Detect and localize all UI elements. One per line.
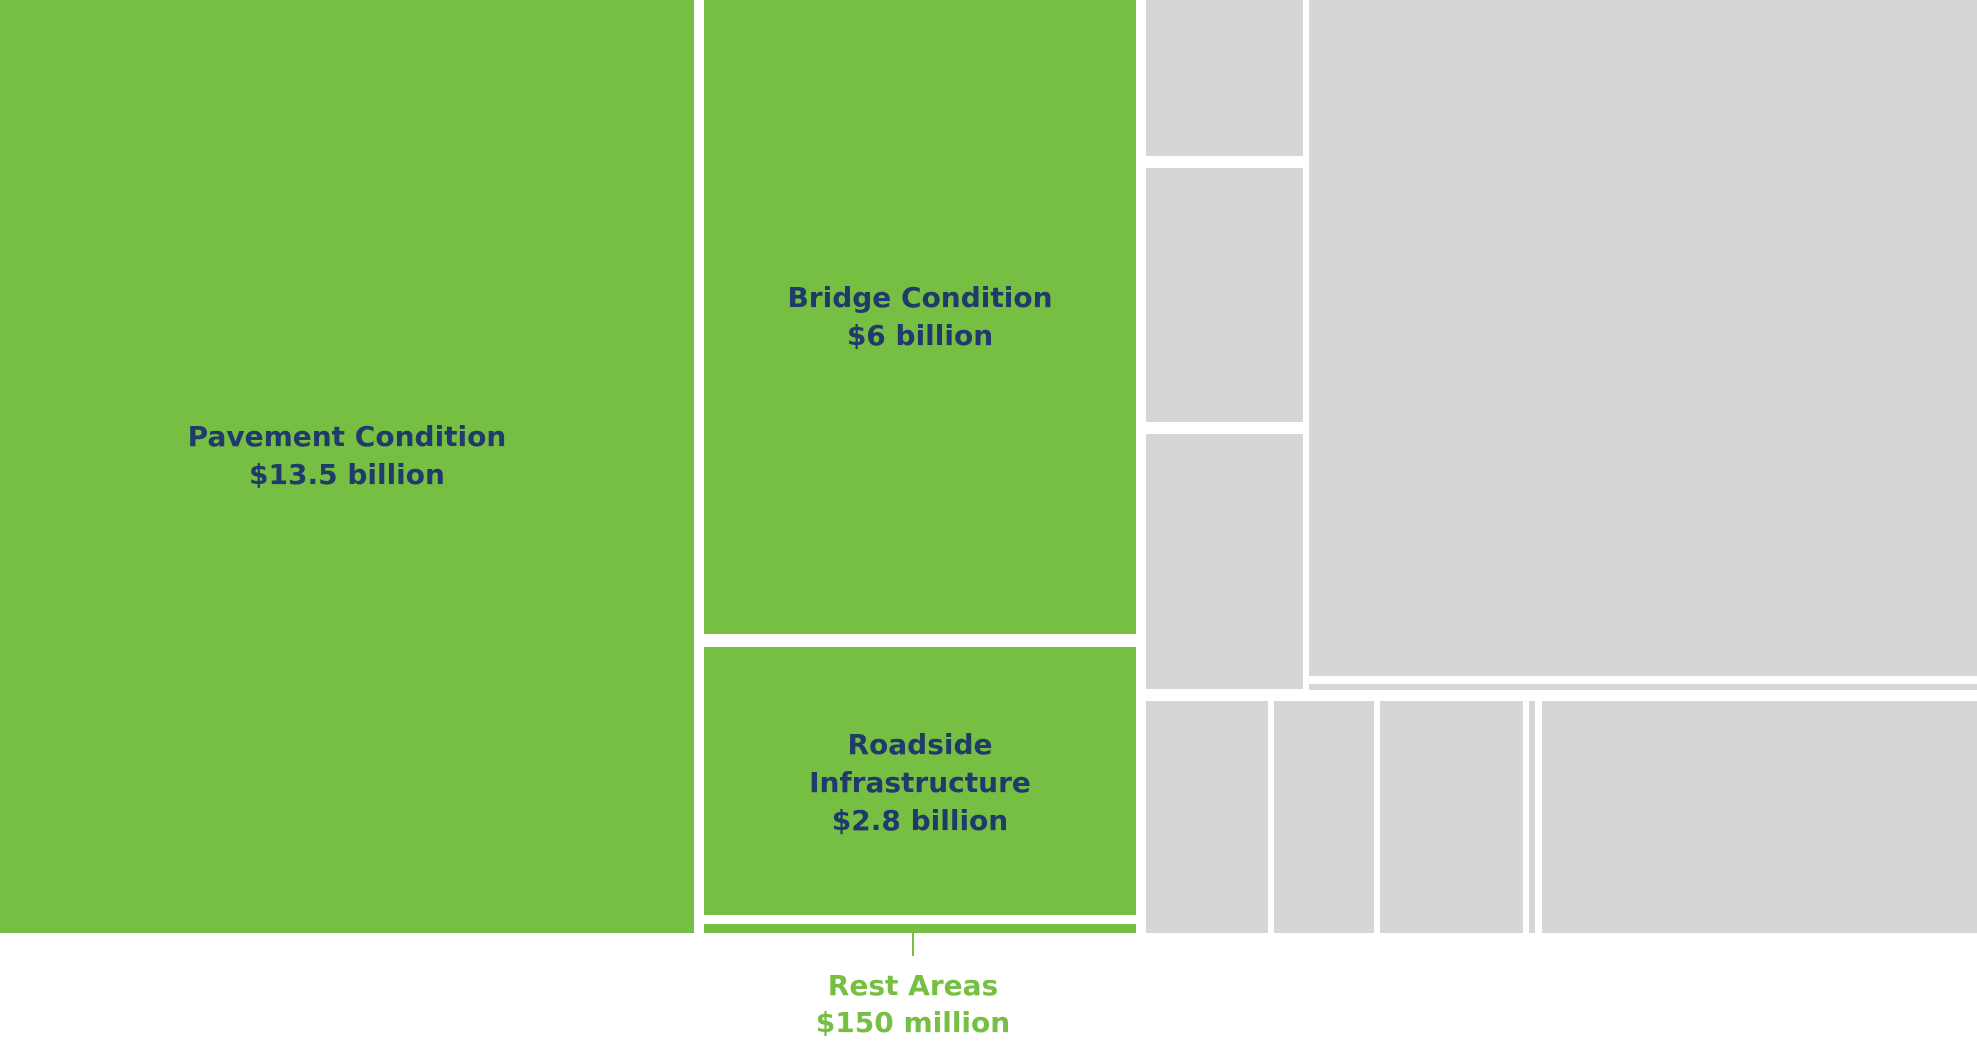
treemap-tile-other-9	[1529, 701, 1535, 933]
pavement-name: Pavement Condition	[188, 420, 507, 453]
treemap-tile-other-4	[1309, 0, 1977, 676]
roadside-name-line1: Roadside	[847, 728, 992, 761]
treemap-tile-other-1	[1146, 0, 1303, 156]
treemap-tile-bridge	[704, 0, 1136, 634]
pavement-value: $13.5 billion	[249, 458, 445, 491]
bridge-value: $6 billion	[847, 319, 993, 352]
treemap-tile-other-3	[1146, 434, 1303, 689]
treemap-tile-other-5	[1309, 684, 1977, 690]
bridge-name: Bridge Condition	[787, 281, 1052, 314]
roadside-name-line2: Infrastructure	[809, 766, 1031, 799]
treemap-tile-other-10	[1542, 701, 1977, 933]
roadside-value: $2.8 billion	[832, 804, 1008, 837]
treemap-tile-pavement	[0, 0, 694, 933]
rest-areas-value: $150 million	[816, 1006, 1010, 1039]
treemap-tile-other-6	[1146, 701, 1268, 933]
treemap-tile-other-7	[1274, 701, 1374, 933]
treemap-tile-other-2	[1146, 168, 1303, 422]
treemap-tile-roadside	[704, 647, 1136, 915]
treemap-tile-rest	[704, 924, 1136, 933]
treemap-tile-other-8	[1380, 701, 1523, 933]
rest-areas-name: Rest Areas	[828, 969, 998, 1002]
